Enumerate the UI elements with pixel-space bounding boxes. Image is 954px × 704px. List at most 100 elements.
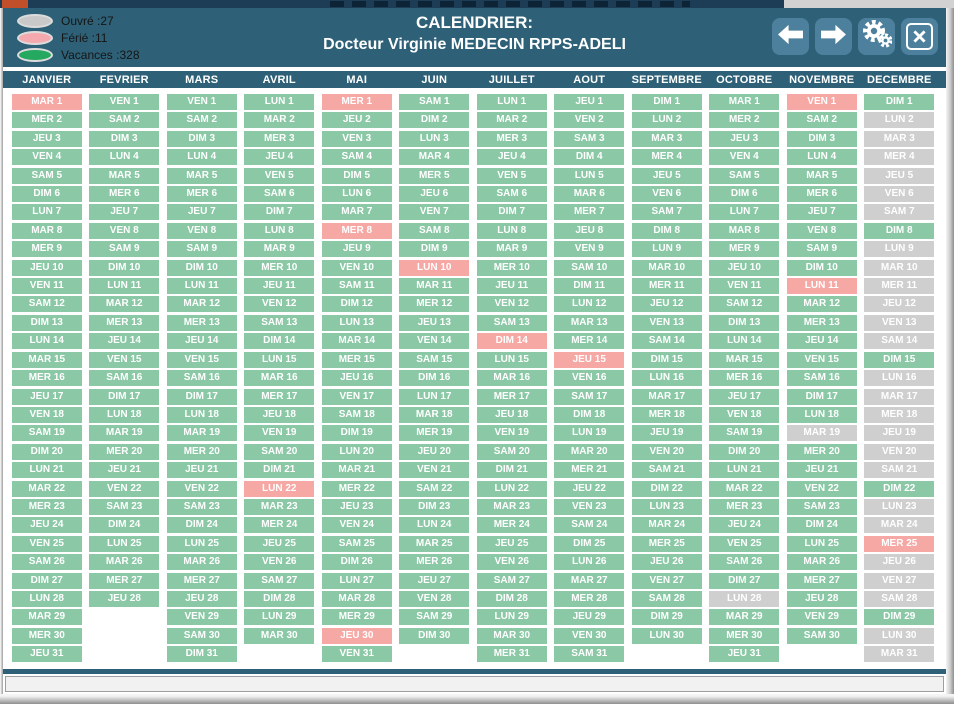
day-cell[interactable]: DIM 10 <box>786 259 857 276</box>
day-cell[interactable]: MAR 22 <box>11 480 82 497</box>
day-cell[interactable]: JEU 7 <box>166 204 237 221</box>
day-cell[interactable]: SAM 18 <box>321 406 392 423</box>
day-cell[interactable]: SAM 23 <box>786 498 857 515</box>
day-cell[interactable]: VEN 12 <box>244 296 315 313</box>
day-cell[interactable]: JEU 28 <box>786 590 857 607</box>
day-cell[interactable]: JEU 25 <box>476 535 547 552</box>
day-cell[interactable]: DIM 15 <box>631 351 702 368</box>
day-cell[interactable]: VEN 14 <box>399 333 470 350</box>
day-cell[interactable]: JEU 11 <box>476 278 547 295</box>
day-cell[interactable]: DIM 17 <box>166 388 237 405</box>
day-cell[interactable]: VEN 19 <box>244 425 315 442</box>
next-button[interactable] <box>815 18 852 55</box>
day-cell[interactable]: DIM 29 <box>864 609 935 626</box>
day-cell[interactable]: JEU 7 <box>786 204 857 221</box>
day-cell[interactable]: DIM 4 <box>554 149 625 166</box>
day-cell[interactable]: MAR 6 <box>554 186 625 203</box>
day-cell[interactable]: SAM 20 <box>244 443 315 460</box>
day-cell[interactable]: LUN 28 <box>11 590 82 607</box>
day-cell[interactable]: VEN 5 <box>476 167 547 184</box>
day-cell[interactable]: LUN 14 <box>709 333 780 350</box>
day-cell[interactable]: LUN 29 <box>476 609 547 626</box>
day-cell[interactable]: LUN 26 <box>554 554 625 571</box>
day-cell[interactable]: MAR 1 <box>11 94 82 110</box>
day-cell[interactable]: SAM 30 <box>166 627 237 644</box>
day-cell[interactable]: MAR 20 <box>554 443 625 460</box>
day-cell[interactable]: LUN 15 <box>244 351 315 368</box>
day-cell[interactable]: MAR 26 <box>166 554 237 571</box>
day-cell[interactable]: DIM 10 <box>166 259 237 276</box>
day-cell[interactable]: MAR 12 <box>166 296 237 313</box>
day-cell[interactable]: MAR 8 <box>709 222 780 239</box>
day-cell[interactable]: SAM 22 <box>399 480 470 497</box>
day-cell[interactable]: SAM 27 <box>244 572 315 589</box>
day-cell[interactable]: VEN 18 <box>11 406 82 423</box>
day-cell[interactable]: MAR 11 <box>399 278 470 295</box>
day-cell[interactable]: VEN 27 <box>864 572 935 589</box>
day-cell[interactable]: MER 6 <box>166 186 237 203</box>
day-cell[interactable]: VEN 4 <box>11 149 82 166</box>
day-cell[interactable]: MAR 2 <box>244 112 315 129</box>
day-cell[interactable]: MER 23 <box>11 498 82 515</box>
day-cell[interactable]: JEU 14 <box>166 333 237 350</box>
day-cell[interactable]: MAR 3 <box>631 130 702 147</box>
day-cell[interactable]: VEN 21 <box>399 462 470 479</box>
day-cell[interactable]: LUN 3 <box>399 130 470 147</box>
day-cell[interactable]: JEU 22 <box>554 480 625 497</box>
day-cell[interactable]: MAR 16 <box>476 370 547 387</box>
day-cell[interactable]: MAR 25 <box>399 535 470 552</box>
day-cell[interactable]: VEN 23 <box>554 498 625 515</box>
day-cell[interactable]: MAR 23 <box>244 498 315 515</box>
day-cell[interactable]: MER 6 <box>786 186 857 203</box>
day-cell[interactable]: DIM 17 <box>786 388 857 405</box>
day-cell[interactable]: JEU 26 <box>864 554 935 571</box>
day-cell[interactable]: MER 5 <box>399 167 470 184</box>
day-cell[interactable]: MER 17 <box>476 388 547 405</box>
day-cell[interactable]: JEU 26 <box>631 554 702 571</box>
day-cell[interactable]: DIM 22 <box>864 480 935 497</box>
day-cell[interactable]: SAM 6 <box>244 186 315 203</box>
day-cell[interactable]: MER 12 <box>399 296 470 313</box>
day-cell[interactable]: JEU 2 <box>321 112 392 129</box>
day-cell[interactable]: DIM 31 <box>166 646 237 663</box>
day-cell[interactable]: VEN 13 <box>864 314 935 331</box>
day-cell[interactable]: DIM 5 <box>321 167 392 184</box>
day-cell[interactable]: SAM 8 <box>399 222 470 239</box>
day-cell[interactable]: VEN 29 <box>166 609 237 626</box>
day-cell[interactable]: LUN 10 <box>399 259 470 276</box>
day-cell[interactable]: JEU 21 <box>786 462 857 479</box>
day-cell[interactable]: MAR 29 <box>709 609 780 626</box>
day-cell[interactable]: MAR 9 <box>476 241 547 258</box>
day-cell[interactable]: VEN 22 <box>166 480 237 497</box>
day-cell[interactable]: VEN 1 <box>166 94 237 110</box>
day-cell[interactable]: LUN 21 <box>11 462 82 479</box>
day-cell[interactable]: DIM 17 <box>89 388 160 405</box>
day-cell[interactable]: MAR 5 <box>166 167 237 184</box>
day-cell[interactable]: MER 3 <box>476 130 547 147</box>
day-cell[interactable]: LUN 16 <box>864 370 935 387</box>
day-cell[interactable]: LUN 8 <box>244 222 315 239</box>
day-cell[interactable]: MER 16 <box>11 370 82 387</box>
day-cell[interactable]: MAR 4 <box>399 149 470 166</box>
day-cell[interactable]: DIM 27 <box>709 572 780 589</box>
day-cell[interactable]: SAM 26 <box>709 554 780 571</box>
day-cell[interactable]: LUN 1 <box>244 94 315 110</box>
day-cell[interactable]: LUN 30 <box>631 627 702 644</box>
day-cell[interactable]: JEU 19 <box>631 425 702 442</box>
day-cell[interactable]: MAR 21 <box>321 462 392 479</box>
day-cell[interactable]: DIM 18 <box>554 406 625 423</box>
day-cell[interactable]: JEU 7 <box>89 204 160 221</box>
day-cell[interactable]: DIM 20 <box>11 443 82 460</box>
day-cell[interactable]: DIM 21 <box>244 462 315 479</box>
day-cell[interactable]: SAM 7 <box>864 204 935 221</box>
day-cell[interactable]: SAM 16 <box>786 370 857 387</box>
day-cell[interactable]: SAM 24 <box>554 517 625 534</box>
day-cell[interactable]: MER 18 <box>864 406 935 423</box>
day-cell[interactable]: MAR 24 <box>631 517 702 534</box>
day-cell[interactable]: DIM 26 <box>321 554 392 571</box>
day-cell[interactable]: MER 31 <box>476 646 547 663</box>
day-cell[interactable]: SAM 7 <box>631 204 702 221</box>
day-cell[interactable]: VEN 25 <box>709 535 780 552</box>
day-cell[interactable]: MER 14 <box>554 333 625 350</box>
day-cell[interactable]: DIM 22 <box>631 480 702 497</box>
